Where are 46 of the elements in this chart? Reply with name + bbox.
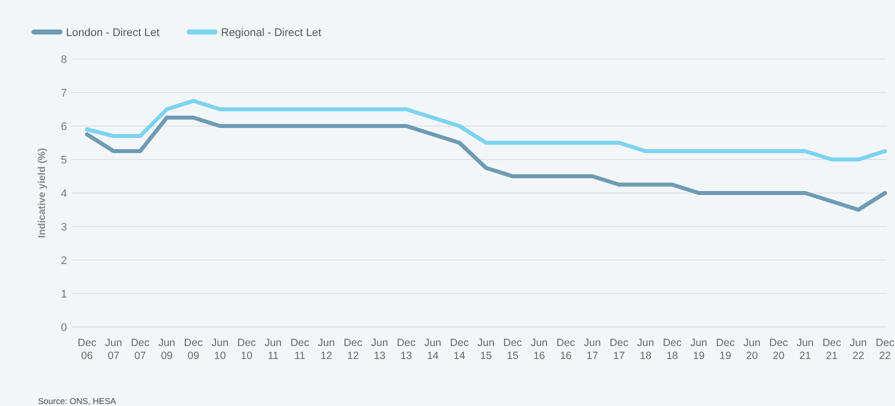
x-tick-label: Dec 16 xyxy=(556,337,576,362)
x-tick-label: Jun 11 xyxy=(264,337,282,362)
y-tick-label: 6 xyxy=(60,120,67,133)
x-tick-label: Dec 20 xyxy=(769,337,788,362)
x-tick-label: Dec 21 xyxy=(822,337,842,362)
x-tick-label: Dec 11 xyxy=(290,337,310,362)
x-tick-label: Jun 21 xyxy=(796,337,814,362)
x-tick-label: Dec 18 xyxy=(662,337,682,362)
x-tick-label: Jun 20 xyxy=(744,337,761,362)
y-tick-label: 1 xyxy=(60,288,67,300)
y-tick-label: 2 xyxy=(60,254,67,267)
x-tick-label: Jun 19 xyxy=(690,337,708,362)
line-series xyxy=(85,98,887,162)
x-tick-label: Dec 06 xyxy=(78,337,96,362)
x-tick-label: Jun 16 xyxy=(530,337,548,362)
x-tick-label: Jun 07 xyxy=(105,337,122,362)
x-tick-label: Dec 07 xyxy=(130,337,150,362)
y-tick-label: 7 xyxy=(60,87,67,100)
y-tick-label: 5 xyxy=(60,154,67,166)
x-tick-label: Jun 14 xyxy=(424,337,442,362)
y-tick-label: 0 xyxy=(60,322,67,334)
x-tick-label: Dec 13 xyxy=(396,337,416,362)
x-tick-label: Dec 15 xyxy=(503,337,522,362)
x-tick-label: Jun 12 xyxy=(318,337,336,362)
y-axis-title: Indicative yield (%) xyxy=(37,148,48,238)
x-tick-label: Dec 22 xyxy=(876,337,894,362)
x-tick-label: Dec 09 xyxy=(184,337,203,362)
x-tick-label: Jun 09 xyxy=(158,337,176,362)
x-tick-label: Dec 17 xyxy=(610,337,628,362)
line-series xyxy=(85,116,887,212)
y-tick-label: 3 xyxy=(60,221,67,234)
x-tick-label: Jun 22 xyxy=(850,337,868,362)
legend-label: London - Direct Let xyxy=(66,26,160,39)
x-tick-label: Dec 14 xyxy=(450,337,469,362)
y-tick-label: 4 xyxy=(60,188,67,200)
x-tick-label: Jun 17 xyxy=(584,337,602,362)
y-tick-label: 8 xyxy=(60,54,67,66)
x-tick-label: Jun 18 xyxy=(637,337,654,362)
x-tick-label: Dec 10 xyxy=(237,337,256,362)
x-tick-label: Jun 15 xyxy=(478,337,495,362)
x-tick-label: Dec 12 xyxy=(344,337,362,362)
legend-label: Regional - Direct Let xyxy=(221,26,322,39)
x-tick-label: Dec 19 xyxy=(716,337,735,362)
x-tick-label: Jun 10 xyxy=(212,337,229,362)
x-tick-label: Jun 13 xyxy=(371,337,388,362)
source-note: Source: ONS, HESA xyxy=(38,396,116,406)
